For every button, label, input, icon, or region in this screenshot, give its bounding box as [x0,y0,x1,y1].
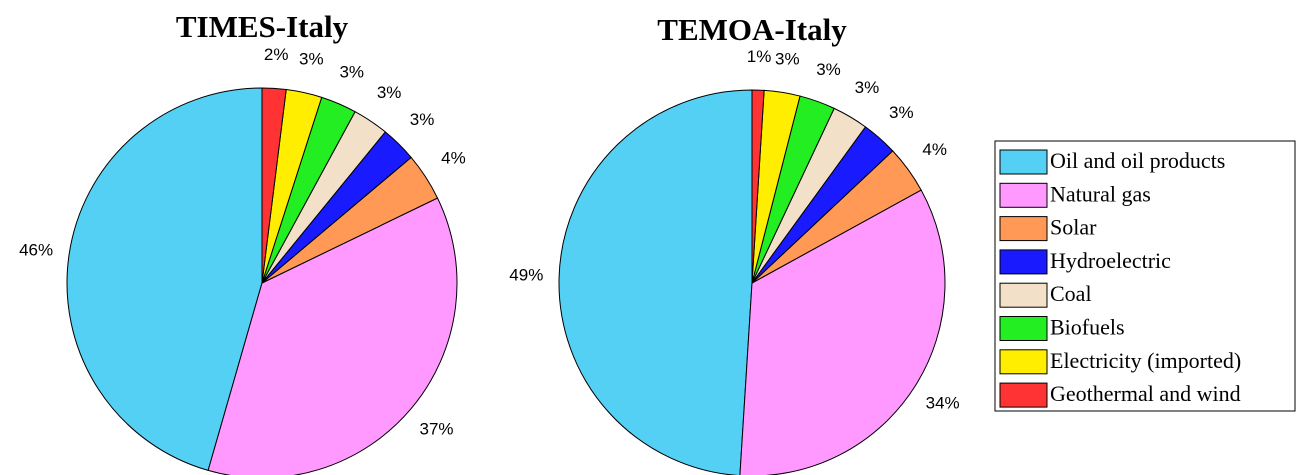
legend-swatch [999,382,1048,408]
legend-swatch [999,149,1048,175]
data-label: 37% [420,419,454,438]
data-label: 3% [816,60,841,79]
pie-slice [261,87,287,284]
data-label: 3% [377,83,402,102]
data-label: 1% [747,47,772,66]
data-label: 34% [926,393,960,412]
chart-title: TEMOA-Italy [657,12,847,47]
legend-label: Electricity (imported) [1050,348,1241,373]
data-label: 4% [441,148,466,167]
data-label: 3% [299,50,324,69]
data-label: 3% [775,49,800,68]
data-label: 3% [855,78,880,97]
pie-slice [751,89,765,284]
legend-label: Coal [1050,281,1092,306]
data-label: 2% [264,45,289,64]
legend-swatch [999,349,1048,375]
legend-label: Oil and oil products [1050,148,1225,173]
data-label: 46% [19,241,53,260]
legend-swatch [999,282,1048,308]
pie-slice [66,87,263,472]
legend-swatch [999,182,1048,208]
data-label: 49% [509,265,543,284]
data-label: 3% [410,110,435,129]
legend-label: Hydroelectric [1050,248,1171,273]
legend-label: Biofuels [1050,315,1125,340]
legend-swatch [999,216,1048,242]
data-label: 3% [889,103,914,122]
chart-title: TIMES-Italy [176,9,349,44]
pie-slice [207,197,458,475]
pie-slice [558,89,753,475]
legend-label: Natural gas [1050,181,1151,206]
data-label: 3% [339,63,364,82]
legend-swatch [999,249,1048,275]
legend-label: Geothermal and wind [1050,381,1241,406]
pie-slice [739,189,946,475]
legend-swatch [999,316,1048,341]
data-label: 4% [922,140,947,159]
legend-label: Solar [1050,215,1097,240]
